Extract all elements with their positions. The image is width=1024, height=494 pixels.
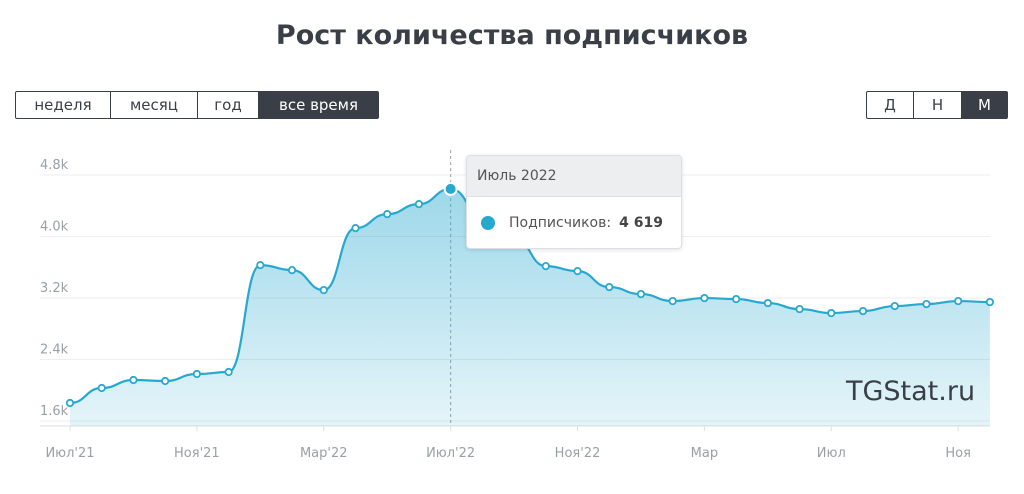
y-tick-label: 4.0k bbox=[40, 220, 69, 235]
y-tick-label: 4.8k bbox=[40, 158, 69, 173]
toggle-button[interactable]: все время bbox=[259, 92, 378, 118]
point bbox=[700, 293, 709, 303]
point bbox=[922, 299, 931, 309]
point bbox=[890, 301, 899, 311]
point bbox=[541, 261, 550, 271]
point bbox=[827, 308, 836, 318]
tooltip-body: Подписчиков: 4 619 bbox=[467, 197, 681, 248]
point bbox=[573, 266, 582, 276]
watermark: TGStat.ru bbox=[846, 376, 976, 407]
point bbox=[97, 383, 106, 393]
toggle-button[interactable]: Н bbox=[914, 92, 962, 118]
point bbox=[636, 289, 646, 299]
x-tick-label: Июл bbox=[817, 446, 846, 461]
point bbox=[351, 224, 360, 233]
area bbox=[70, 188, 990, 426]
toggle-button[interactable]: Д bbox=[867, 92, 914, 118]
x-tick-label: Июл'21 bbox=[45, 446, 94, 461]
point bbox=[954, 296, 963, 306]
point bbox=[224, 367, 233, 377]
toggle-button[interactable]: год bbox=[198, 92, 259, 118]
point bbox=[256, 260, 265, 270]
point bbox=[414, 200, 424, 209]
point bbox=[383, 210, 392, 219]
tooltip-dot bbox=[481, 216, 495, 230]
y-tick-label: 1.6k bbox=[40, 404, 69, 419]
point bbox=[985, 297, 994, 307]
period-switch: неделя месяц год все время bbox=[15, 91, 379, 119]
x-tick-label: Ноя bbox=[945, 446, 971, 461]
x-tick-label: Мар'22 bbox=[300, 446, 348, 461]
tooltip-value: 4 619 bbox=[619, 215, 663, 231]
point bbox=[319, 285, 328, 295]
point bbox=[732, 294, 741, 304]
x-tick-label: Ноя'21 bbox=[174, 446, 220, 461]
point bbox=[795, 304, 804, 314]
point bbox=[161, 376, 170, 386]
page-title: Рост количества подписчиков bbox=[275, 20, 749, 51]
point bbox=[858, 306, 868, 316]
toggle-button[interactable]: месяц bbox=[111, 92, 198, 118]
point bbox=[763, 298, 772, 308]
point bbox=[605, 282, 614, 292]
point bbox=[129, 375, 138, 385]
tooltip-label: Подписчиков: bbox=[509, 215, 612, 231]
x-tick-label: Ноя'22 bbox=[555, 446, 601, 461]
x-tick-label: Июл'22 bbox=[426, 446, 475, 461]
y-tick-label: 2.4k bbox=[40, 343, 69, 358]
toggle-button[interactable]: М bbox=[962, 92, 1007, 118]
tooltip-title: Июль 2022 bbox=[467, 156, 681, 197]
point bbox=[65, 398, 75, 408]
point bbox=[443, 181, 458, 196]
point bbox=[192, 369, 201, 379]
point bbox=[668, 296, 677, 306]
y-tick-label: 3.2k bbox=[40, 281, 69, 296]
toggle-button[interactable]: неделя bbox=[16, 92, 111, 118]
tooltip: Июль 2022 Подписчиков: 4 619 bbox=[466, 155, 682, 249]
x-tick-label: Мар bbox=[691, 446, 718, 461]
point bbox=[287, 265, 297, 275]
